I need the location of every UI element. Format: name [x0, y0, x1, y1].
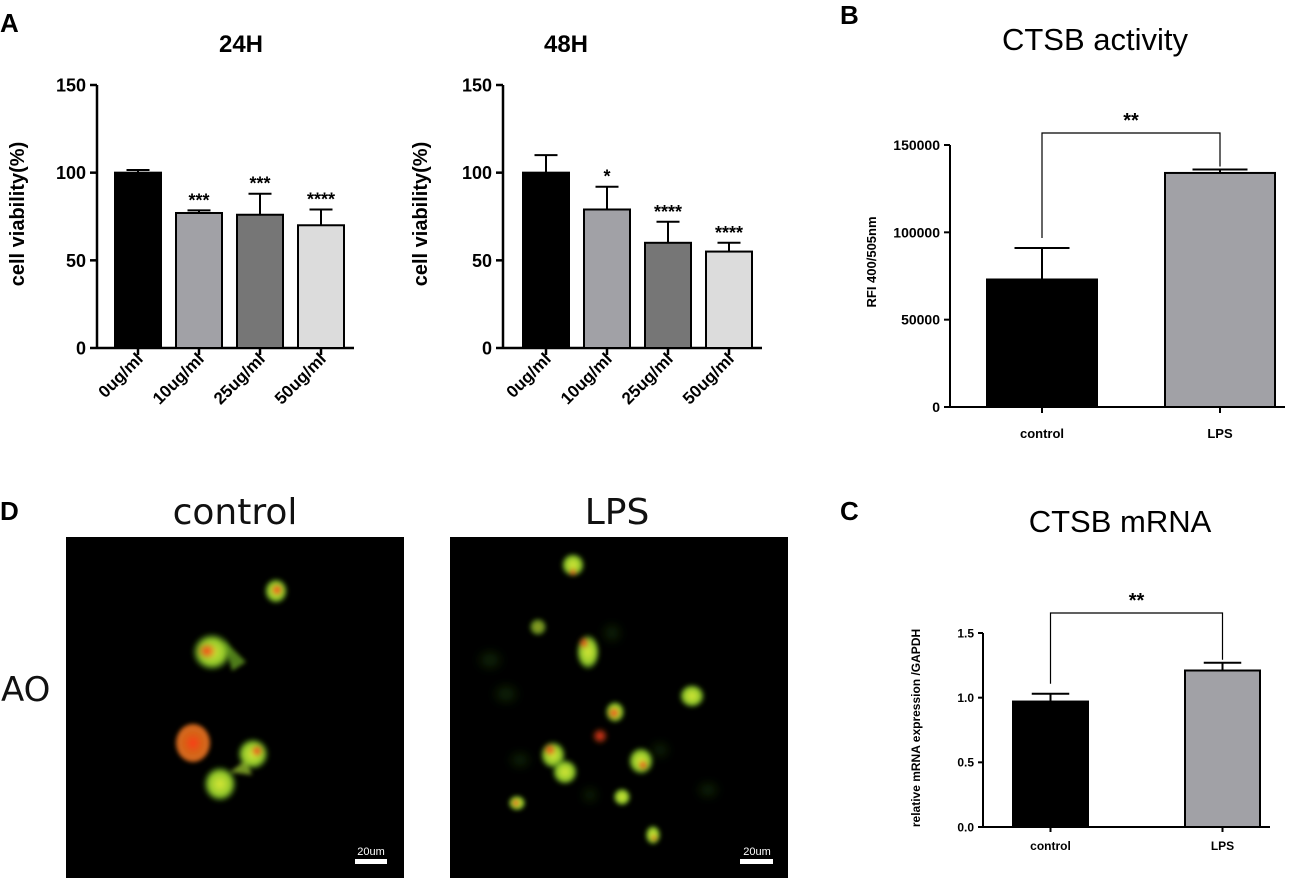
- comparison-bracket: [1049, 612, 1224, 684]
- y-tick-label: 0.0: [957, 820, 974, 834]
- y-tick-label: 0: [482, 338, 492, 358]
- chart-title: 24H: [219, 31, 263, 58]
- bar: [705, 250, 753, 349]
- y-tick-label: 150: [56, 75, 86, 95]
- x-tick-label: 0ug/ml: [503, 349, 555, 401]
- image-title-control: control: [173, 492, 298, 533]
- bar: [1012, 700, 1089, 829]
- chart-48h: 48H cell viability(%) 0 50 100 150 0ug/ml 10u…: [410, 31, 762, 408]
- x-tick-label: 25ug/ml: [210, 349, 269, 408]
- comparison-label: **: [1129, 590, 1145, 612]
- y-tick-label: 50: [472, 251, 492, 271]
- image-title-lps: LPS: [585, 492, 650, 533]
- y-tick-label: 100000: [893, 224, 940, 240]
- y-axis-label: cell viability(%): [410, 142, 432, 287]
- bar: [297, 224, 345, 349]
- bar: [522, 171, 570, 349]
- bar: [1164, 171, 1276, 408]
- bar: [114, 171, 162, 349]
- plot-area: 0.0 0.5 1.0 1.5 control LPS **: [957, 590, 1270, 853]
- row-label-ao: AO: [1, 670, 50, 710]
- significance-label: *: [603, 167, 610, 187]
- chart-title: CTSB mRNA: [1029, 504, 1212, 539]
- y-tick-label: 1.5: [957, 626, 974, 640]
- y-tick-label: 150000: [893, 137, 940, 153]
- bar: [1184, 669, 1261, 828]
- x-tick-label: 50ug/ml: [679, 349, 738, 408]
- panel-letter-d: D: [0, 496, 19, 526]
- chart-title: CTSB activity: [1002, 22, 1189, 57]
- chart-ctsb-mrna: CTSB mRNA relative mRNA expression /GAPD…: [909, 504, 1270, 853]
- micrograph-control: 20um: [66, 537, 404, 878]
- chart-ctsb-activity: CTSB activity RFI 400/505nm 0 50000 100000…: [864, 22, 1285, 441]
- significance-label: ****: [654, 202, 682, 222]
- x-tick-label: 50ug/ml: [271, 349, 330, 408]
- comparison-label: **: [1123, 110, 1139, 132]
- y-tick-label: 50000: [901, 312, 940, 328]
- scale-bar-label: 20um: [743, 846, 771, 858]
- y-tick-label: 150: [462, 75, 492, 95]
- significance-label: ***: [249, 174, 270, 194]
- y-tick-label: 50: [66, 251, 86, 271]
- x-tick-label: control: [1030, 839, 1071, 853]
- y-tick-label: 1.0: [957, 691, 974, 705]
- x-tick-label: LPS: [1211, 839, 1234, 853]
- x-tick-label: LPS: [1207, 426, 1233, 441]
- micrograph-lps: 20um: [450, 537, 788, 878]
- bar: [175, 211, 223, 349]
- significance-label: ***: [188, 190, 209, 210]
- y-axis-label: cell viability(%): [7, 142, 29, 287]
- significance-label: ****: [715, 223, 743, 243]
- scale-bar: [740, 859, 773, 864]
- x-tick-label: 10ug/ml: [149, 349, 208, 408]
- y-tick-label: 0: [932, 399, 940, 415]
- y-tick-label: 100: [56, 163, 86, 183]
- y-axis-label: relative mRNA expression /GAPDH: [909, 629, 923, 827]
- panel-letter-b: B: [840, 0, 859, 30]
- chart-24h: 24H cell viability(%) 0 50 100 150 0ug/ml 10u…: [7, 31, 354, 408]
- plot-area: 0 50 100 150 0ug/ml 10ug/ml *** 25ug/ml *** 50ug/…: [56, 75, 354, 408]
- y-tick-label: 0: [76, 338, 86, 358]
- significance-label: ****: [307, 189, 335, 209]
- bar: [986, 278, 1098, 409]
- y-tick-label: 100: [462, 163, 492, 183]
- x-tick-label: 10ug/ml: [557, 349, 616, 408]
- panel-letter-a: A: [0, 8, 19, 38]
- x-tick-label: control: [1020, 426, 1064, 441]
- chart-title: 48H: [544, 31, 588, 58]
- y-axis-label: RFI 400/505nm: [864, 216, 879, 307]
- x-tick-label: 25ug/ml: [618, 349, 677, 408]
- comparison-bracket: [1041, 132, 1221, 239]
- bar: [644, 241, 692, 349]
- plot-area: 0 50 100 150 0ug/ml 10ug/ml * 25ug/ml **** 50ug/m…: [462, 75, 762, 408]
- bar: [583, 208, 631, 349]
- plot-area: 0 50000 100000 150000 control LPS **: [893, 110, 1285, 441]
- scale-bar-label: 20um: [357, 846, 385, 858]
- y-tick-label: 0.5: [957, 756, 974, 770]
- microscopy-panel: control LPS AO 20um: [1, 492, 788, 878]
- scale-bar: [355, 859, 387, 864]
- x-tick-label: 0ug/ml: [95, 349, 147, 401]
- bar: [236, 213, 284, 349]
- panel-letter-c: C: [840, 496, 859, 526]
